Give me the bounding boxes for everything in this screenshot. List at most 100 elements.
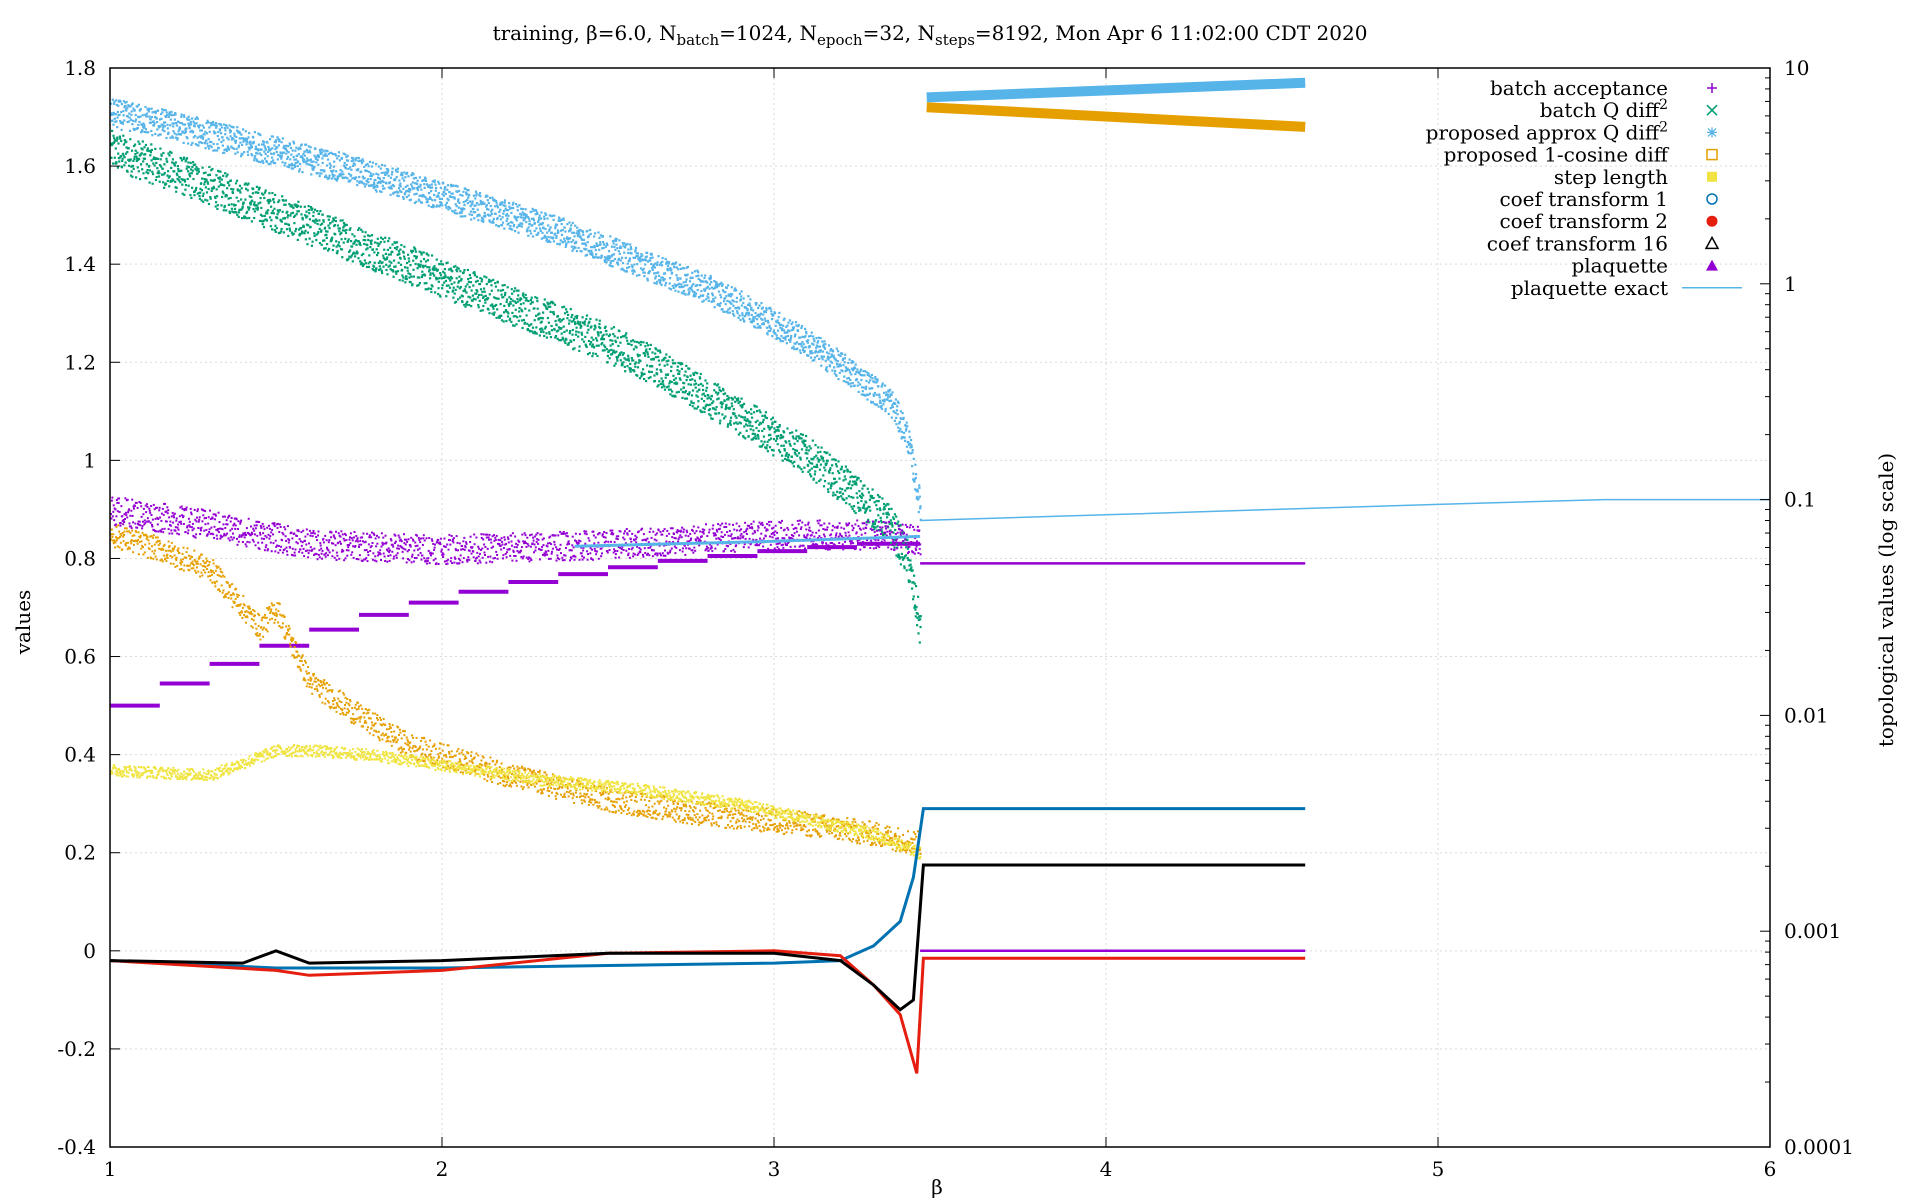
data-point [323, 247, 326, 250]
data-point [795, 429, 798, 432]
data-point [741, 416, 745, 419]
data-point [167, 540, 170, 543]
data-point [354, 158, 357, 161]
data-point [279, 231, 282, 234]
data-point [612, 259, 615, 262]
data-point [198, 135, 201, 138]
data-point [162, 126, 165, 129]
data-point [649, 259, 652, 262]
data-point [164, 549, 167, 552]
data-point [163, 543, 166, 546]
data-point [652, 263, 655, 266]
data-point [768, 324, 771, 327]
data-point [831, 369, 834, 372]
data-point [768, 446, 772, 449]
data-point [852, 361, 855, 364]
data-point [905, 546, 908, 549]
data-point [404, 192, 407, 195]
data-point [588, 250, 591, 253]
data-point [912, 595, 915, 598]
data-point [865, 508, 868, 511]
data-point [360, 162, 363, 165]
data-point [668, 282, 671, 285]
data-point [153, 122, 156, 125]
data-point [153, 164, 156, 167]
data-point [593, 235, 596, 238]
data-point [171, 547, 174, 550]
data-point [392, 185, 396, 188]
data-point [832, 350, 835, 353]
data-point [517, 319, 520, 322]
data-point [535, 227, 538, 230]
data-point [471, 200, 474, 203]
data-point [151, 536, 154, 539]
data-point [684, 293, 687, 296]
data-point [701, 300, 704, 303]
data-point [739, 431, 742, 434]
data-point [138, 157, 141, 160]
data-point [731, 405, 734, 408]
data-point [110, 144, 113, 147]
data-point [746, 419, 750, 422]
data-point [812, 338, 815, 341]
data-point [797, 323, 800, 327]
data-point [444, 279, 447, 282]
series-proposed-approx-q-diff- [110, 77, 1306, 521]
data-point [731, 293, 734, 296]
data-point [338, 159, 341, 162]
data-point [696, 269, 699, 272]
data-point [488, 278, 491, 281]
data-point [720, 401, 723, 404]
data-point [825, 462, 828, 465]
data-point [650, 370, 653, 374]
data-point [511, 221, 514, 224]
data-point [461, 300, 464, 304]
data-point [214, 131, 217, 134]
data-point [174, 136, 177, 139]
data-point [646, 364, 649, 367]
data-point [267, 150, 270, 153]
data-point [528, 223, 532, 226]
data-point [585, 345, 588, 348]
data-point [249, 202, 252, 205]
data-point [474, 197, 477, 200]
data-point [240, 133, 243, 136]
data-point [870, 373, 873, 377]
data-point [446, 188, 449, 191]
data-point [279, 154, 282, 157]
data-point [413, 255, 416, 258]
data-point [872, 521, 875, 524]
data-point [469, 200, 472, 203]
data-point [570, 224, 573, 227]
data-point [647, 344, 650, 347]
data-point [305, 162, 308, 165]
data-point [111, 119, 114, 122]
data-point [567, 313, 570, 316]
data-point [446, 197, 449, 200]
data-point [609, 339, 612, 342]
data-point [247, 136, 250, 139]
data-point [536, 307, 539, 310]
data-point [166, 123, 169, 126]
data-point [340, 238, 343, 241]
data-point [325, 233, 328, 236]
data-point [540, 237, 543, 240]
data-point [501, 284, 504, 287]
data-point [377, 176, 380, 179]
data-point [466, 198, 469, 201]
data-point [434, 199, 437, 202]
data-point [610, 327, 613, 330]
data-point [639, 259, 642, 262]
data-point [134, 113, 137, 117]
data-point [239, 137, 242, 140]
data-point [155, 117, 158, 120]
data-point [612, 242, 615, 245]
data-point [465, 191, 468, 194]
data-point [824, 469, 827, 472]
data-point [146, 147, 149, 150]
data-point [867, 372, 870, 375]
data-point [331, 153, 334, 156]
data-point [653, 272, 656, 275]
data-point [562, 218, 565, 221]
data-point [828, 453, 831, 456]
